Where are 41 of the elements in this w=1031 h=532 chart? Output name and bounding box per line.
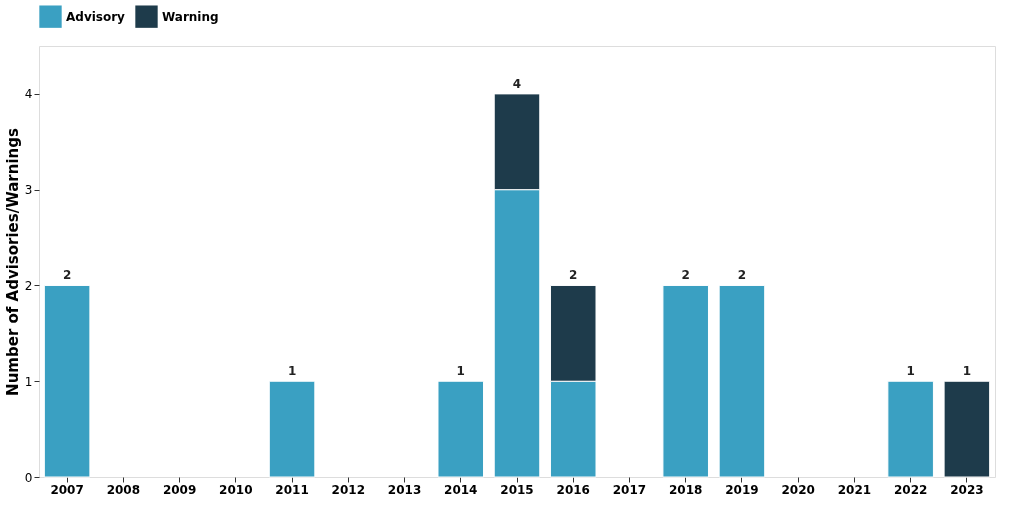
total-label: 1: [456, 364, 465, 379]
x-tick-label: 2021: [837, 482, 872, 497]
x-tick-label: 2017: [612, 482, 647, 497]
y-tick-label: 1: [24, 374, 33, 389]
y-axis-title: Number of Advisories/Warnings: [3, 128, 22, 396]
total-label: 2: [737, 268, 747, 283]
bar: [718, 284, 766, 478]
x-tick-label: 2009: [162, 482, 197, 497]
total-label: 2: [569, 268, 578, 283]
x-tick-label: 2022: [893, 482, 928, 497]
legend-label: Advisory: [66, 9, 126, 24]
bar: [437, 380, 485, 478]
total-label: 2: [681, 268, 690, 283]
bar: [943, 380, 991, 478]
x-tick-label: 2010: [219, 482, 253, 497]
bar: [662, 284, 709, 478]
x-tick-label: 2014: [444, 482, 478, 497]
y-tick-label: 2: [24, 278, 33, 293]
x-tick-label: 2015: [500, 482, 534, 497]
total-label: 1: [962, 364, 972, 379]
total-label: 4: [512, 76, 522, 91]
y-tick-label: 4: [24, 87, 33, 102]
y-tick-label: 0: [24, 470, 33, 485]
x-tick-label: 2023: [950, 482, 984, 497]
y-tick-label: 3: [24, 183, 33, 198]
bar: [887, 380, 934, 478]
legend-label: Warning: [162, 9, 219, 24]
x-tick-label: 2016: [556, 482, 590, 497]
bar: [268, 380, 316, 478]
x-tick-label: 2019: [725, 482, 759, 497]
x-tick-label: 2020: [781, 482, 815, 497]
total-label: 2: [62, 268, 72, 283]
x-tick-label: 2008: [106, 482, 141, 497]
bar: [43, 284, 91, 478]
total-label: 1: [287, 364, 297, 379]
x-tick-label: 2018: [669, 482, 703, 497]
x-tick-label: 2013: [387, 482, 422, 497]
x-tick-label: 2007: [50, 482, 84, 497]
x-tick-label: 2011: [275, 482, 309, 497]
total-label: 1: [906, 364, 915, 379]
x-tick-label: 2012: [331, 482, 365, 497]
